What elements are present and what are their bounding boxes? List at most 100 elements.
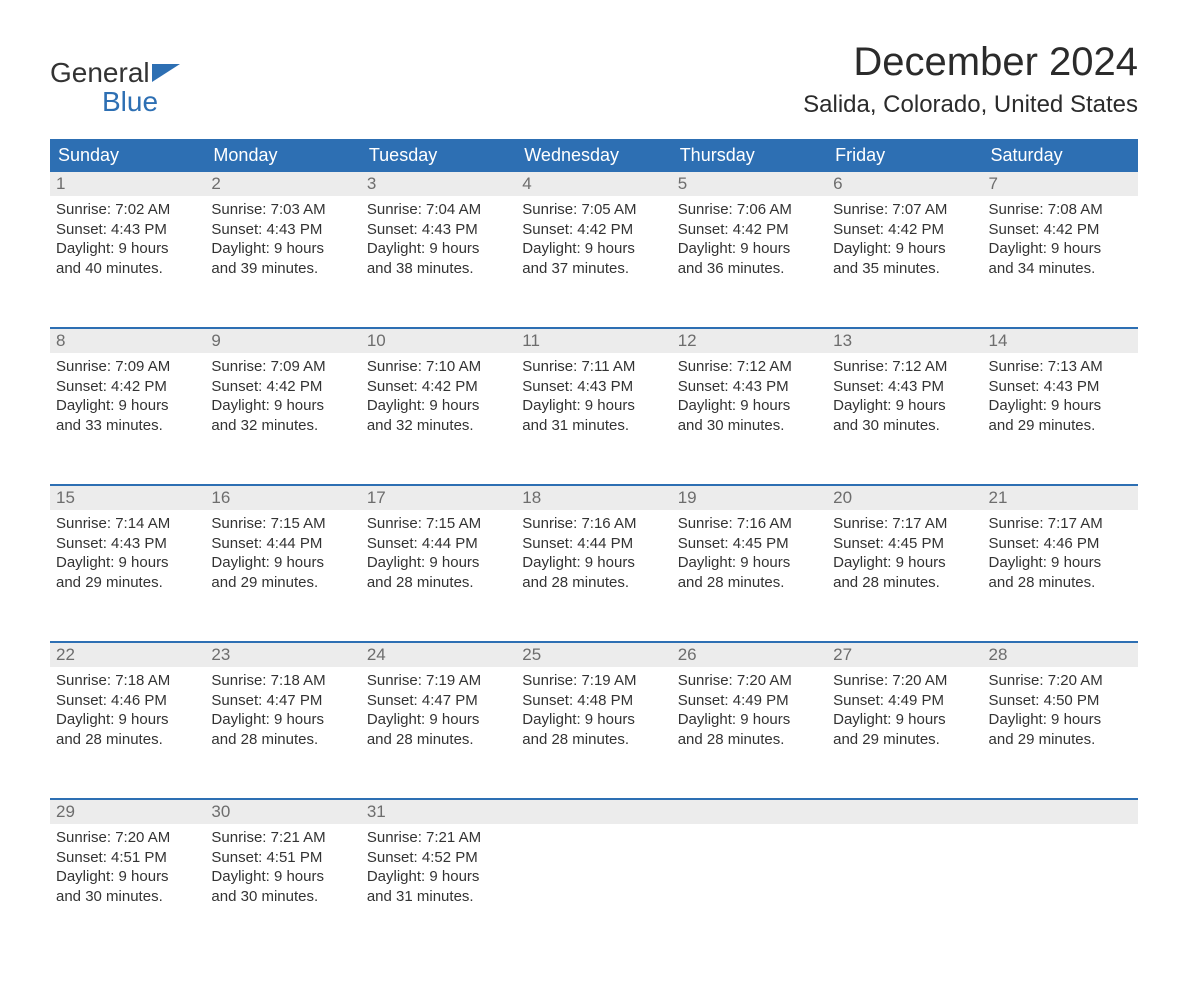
day-number: 12 bbox=[672, 328, 827, 353]
day-cell: Sunrise: 7:12 AMSunset: 4:43 PMDaylight:… bbox=[827, 353, 982, 485]
col-wed: Wednesday bbox=[516, 139, 671, 172]
day-cell: Sunrise: 7:13 AMSunset: 4:43 PMDaylight:… bbox=[983, 353, 1138, 485]
daylight-line1: Daylight: 9 hours bbox=[211, 867, 354, 887]
day-number: 13 bbox=[827, 328, 982, 353]
sunrise-text: Sunrise: 7:19 AM bbox=[522, 671, 665, 691]
sunrise-text: Sunrise: 7:07 AM bbox=[833, 200, 976, 220]
day-number: 22 bbox=[50, 642, 205, 667]
daylight-line2: and 30 minutes. bbox=[56, 887, 199, 907]
daylight-line2: and 32 minutes. bbox=[367, 416, 510, 436]
daylight-line2: and 28 minutes. bbox=[522, 730, 665, 750]
sunrise-text: Sunrise: 7:14 AM bbox=[56, 514, 199, 534]
sunrise-text: Sunrise: 7:15 AM bbox=[211, 514, 354, 534]
day-cell: Sunrise: 7:08 AMSunset: 4:42 PMDaylight:… bbox=[983, 196, 1138, 328]
daylight-line2: and 31 minutes. bbox=[367, 887, 510, 907]
sunrise-text: Sunrise: 7:21 AM bbox=[211, 828, 354, 848]
daylight-line1: Daylight: 9 hours bbox=[56, 396, 199, 416]
day-number: 1 bbox=[50, 172, 205, 196]
daylight-line1: Daylight: 9 hours bbox=[522, 239, 665, 259]
day-cell: Sunrise: 7:15 AMSunset: 4:44 PMDaylight:… bbox=[361, 510, 516, 642]
sunset-text: Sunset: 4:44 PM bbox=[367, 534, 510, 554]
day-number: 21 bbox=[983, 485, 1138, 510]
daylight-line2: and 29 minutes. bbox=[989, 416, 1132, 436]
daynum-row: 293031 bbox=[50, 799, 1138, 824]
day-number: 15 bbox=[50, 485, 205, 510]
sunset-text: Sunset: 4:43 PM bbox=[522, 377, 665, 397]
day-number: 28 bbox=[983, 642, 1138, 667]
daylight-line2: and 28 minutes. bbox=[989, 573, 1132, 593]
sunset-text: Sunset: 4:43 PM bbox=[211, 220, 354, 240]
sunset-text: Sunset: 4:46 PM bbox=[56, 691, 199, 711]
day-cell: Sunrise: 7:21 AMSunset: 4:52 PMDaylight:… bbox=[361, 824, 516, 956]
day-number: 10 bbox=[361, 328, 516, 353]
day-cell bbox=[516, 824, 671, 956]
sunset-text: Sunset: 4:42 PM bbox=[367, 377, 510, 397]
sunset-text: Sunset: 4:45 PM bbox=[678, 534, 821, 554]
day-cell bbox=[672, 824, 827, 956]
daylight-line1: Daylight: 9 hours bbox=[367, 396, 510, 416]
day-cell: Sunrise: 7:15 AMSunset: 4:44 PMDaylight:… bbox=[205, 510, 360, 642]
day-number: 19 bbox=[672, 485, 827, 510]
sunrise-text: Sunrise: 7:12 AM bbox=[833, 357, 976, 377]
calendar-table: Sunday Monday Tuesday Wednesday Thursday… bbox=[50, 139, 1138, 956]
sunset-text: Sunset: 4:43 PM bbox=[367, 220, 510, 240]
daylight-line2: and 28 minutes. bbox=[678, 573, 821, 593]
sunset-text: Sunset: 4:47 PM bbox=[367, 691, 510, 711]
sunrise-text: Sunrise: 7:20 AM bbox=[678, 671, 821, 691]
daylight-line1: Daylight: 9 hours bbox=[56, 710, 199, 730]
day-number: 3 bbox=[361, 172, 516, 196]
day-number: 20 bbox=[827, 485, 982, 510]
daylight-line2: and 33 minutes. bbox=[56, 416, 199, 436]
day-cell: Sunrise: 7:18 AMSunset: 4:47 PMDaylight:… bbox=[205, 667, 360, 799]
day-number bbox=[983, 799, 1138, 824]
daylight-line2: and 28 minutes. bbox=[367, 730, 510, 750]
daylight-line1: Daylight: 9 hours bbox=[989, 553, 1132, 573]
day-cell bbox=[827, 824, 982, 956]
day-cell: Sunrise: 7:03 AMSunset: 4:43 PMDaylight:… bbox=[205, 196, 360, 328]
logo-flag-icon bbox=[152, 58, 180, 87]
day-cell: Sunrise: 7:16 AMSunset: 4:44 PMDaylight:… bbox=[516, 510, 671, 642]
daylight-line1: Daylight: 9 hours bbox=[522, 553, 665, 573]
sunset-text: Sunset: 4:46 PM bbox=[989, 534, 1132, 554]
daynum-row: 891011121314 bbox=[50, 328, 1138, 353]
day-content-row: Sunrise: 7:14 AMSunset: 4:43 PMDaylight:… bbox=[50, 510, 1138, 642]
day-number: 23 bbox=[205, 642, 360, 667]
daylight-line1: Daylight: 9 hours bbox=[367, 239, 510, 259]
sunset-text: Sunset: 4:49 PM bbox=[833, 691, 976, 711]
daylight-line1: Daylight: 9 hours bbox=[678, 710, 821, 730]
day-number: 14 bbox=[983, 328, 1138, 353]
daynum-row: 22232425262728 bbox=[50, 642, 1138, 667]
daylight-line2: and 28 minutes. bbox=[522, 573, 665, 593]
daylight-line1: Daylight: 9 hours bbox=[211, 396, 354, 416]
sunset-text: Sunset: 4:45 PM bbox=[833, 534, 976, 554]
sunset-text: Sunset: 4:43 PM bbox=[678, 377, 821, 397]
day-number: 27 bbox=[827, 642, 982, 667]
sunset-text: Sunset: 4:47 PM bbox=[211, 691, 354, 711]
day-number: 5 bbox=[672, 172, 827, 196]
day-number bbox=[672, 799, 827, 824]
day-number: 17 bbox=[361, 485, 516, 510]
daynum-row: 1234567 bbox=[50, 172, 1138, 196]
daylight-line1: Daylight: 9 hours bbox=[522, 710, 665, 730]
daylight-line1: Daylight: 9 hours bbox=[522, 396, 665, 416]
daylight-line2: and 29 minutes. bbox=[833, 730, 976, 750]
sunrise-text: Sunrise: 7:08 AM bbox=[989, 200, 1132, 220]
day-cell: Sunrise: 7:20 AMSunset: 4:50 PMDaylight:… bbox=[983, 667, 1138, 799]
logo: General Blue bbox=[50, 40, 180, 117]
day-cell: Sunrise: 7:10 AMSunset: 4:42 PMDaylight:… bbox=[361, 353, 516, 485]
day-cell: Sunrise: 7:05 AMSunset: 4:42 PMDaylight:… bbox=[516, 196, 671, 328]
day-number: 24 bbox=[361, 642, 516, 667]
weekday-header-row: Sunday Monday Tuesday Wednesday Thursday… bbox=[50, 139, 1138, 172]
daylight-line2: and 38 minutes. bbox=[367, 259, 510, 279]
daylight-line2: and 30 minutes. bbox=[833, 416, 976, 436]
col-fri: Friday bbox=[827, 139, 982, 172]
day-cell: Sunrise: 7:21 AMSunset: 4:51 PMDaylight:… bbox=[205, 824, 360, 956]
daylight-line1: Daylight: 9 hours bbox=[211, 239, 354, 259]
month-title: December 2024 bbox=[803, 40, 1138, 85]
day-number: 2 bbox=[205, 172, 360, 196]
sunset-text: Sunset: 4:43 PM bbox=[989, 377, 1132, 397]
day-cell: Sunrise: 7:09 AMSunset: 4:42 PMDaylight:… bbox=[50, 353, 205, 485]
daylight-line2: and 29 minutes. bbox=[211, 573, 354, 593]
day-cell: Sunrise: 7:19 AMSunset: 4:47 PMDaylight:… bbox=[361, 667, 516, 799]
day-number: 9 bbox=[205, 328, 360, 353]
